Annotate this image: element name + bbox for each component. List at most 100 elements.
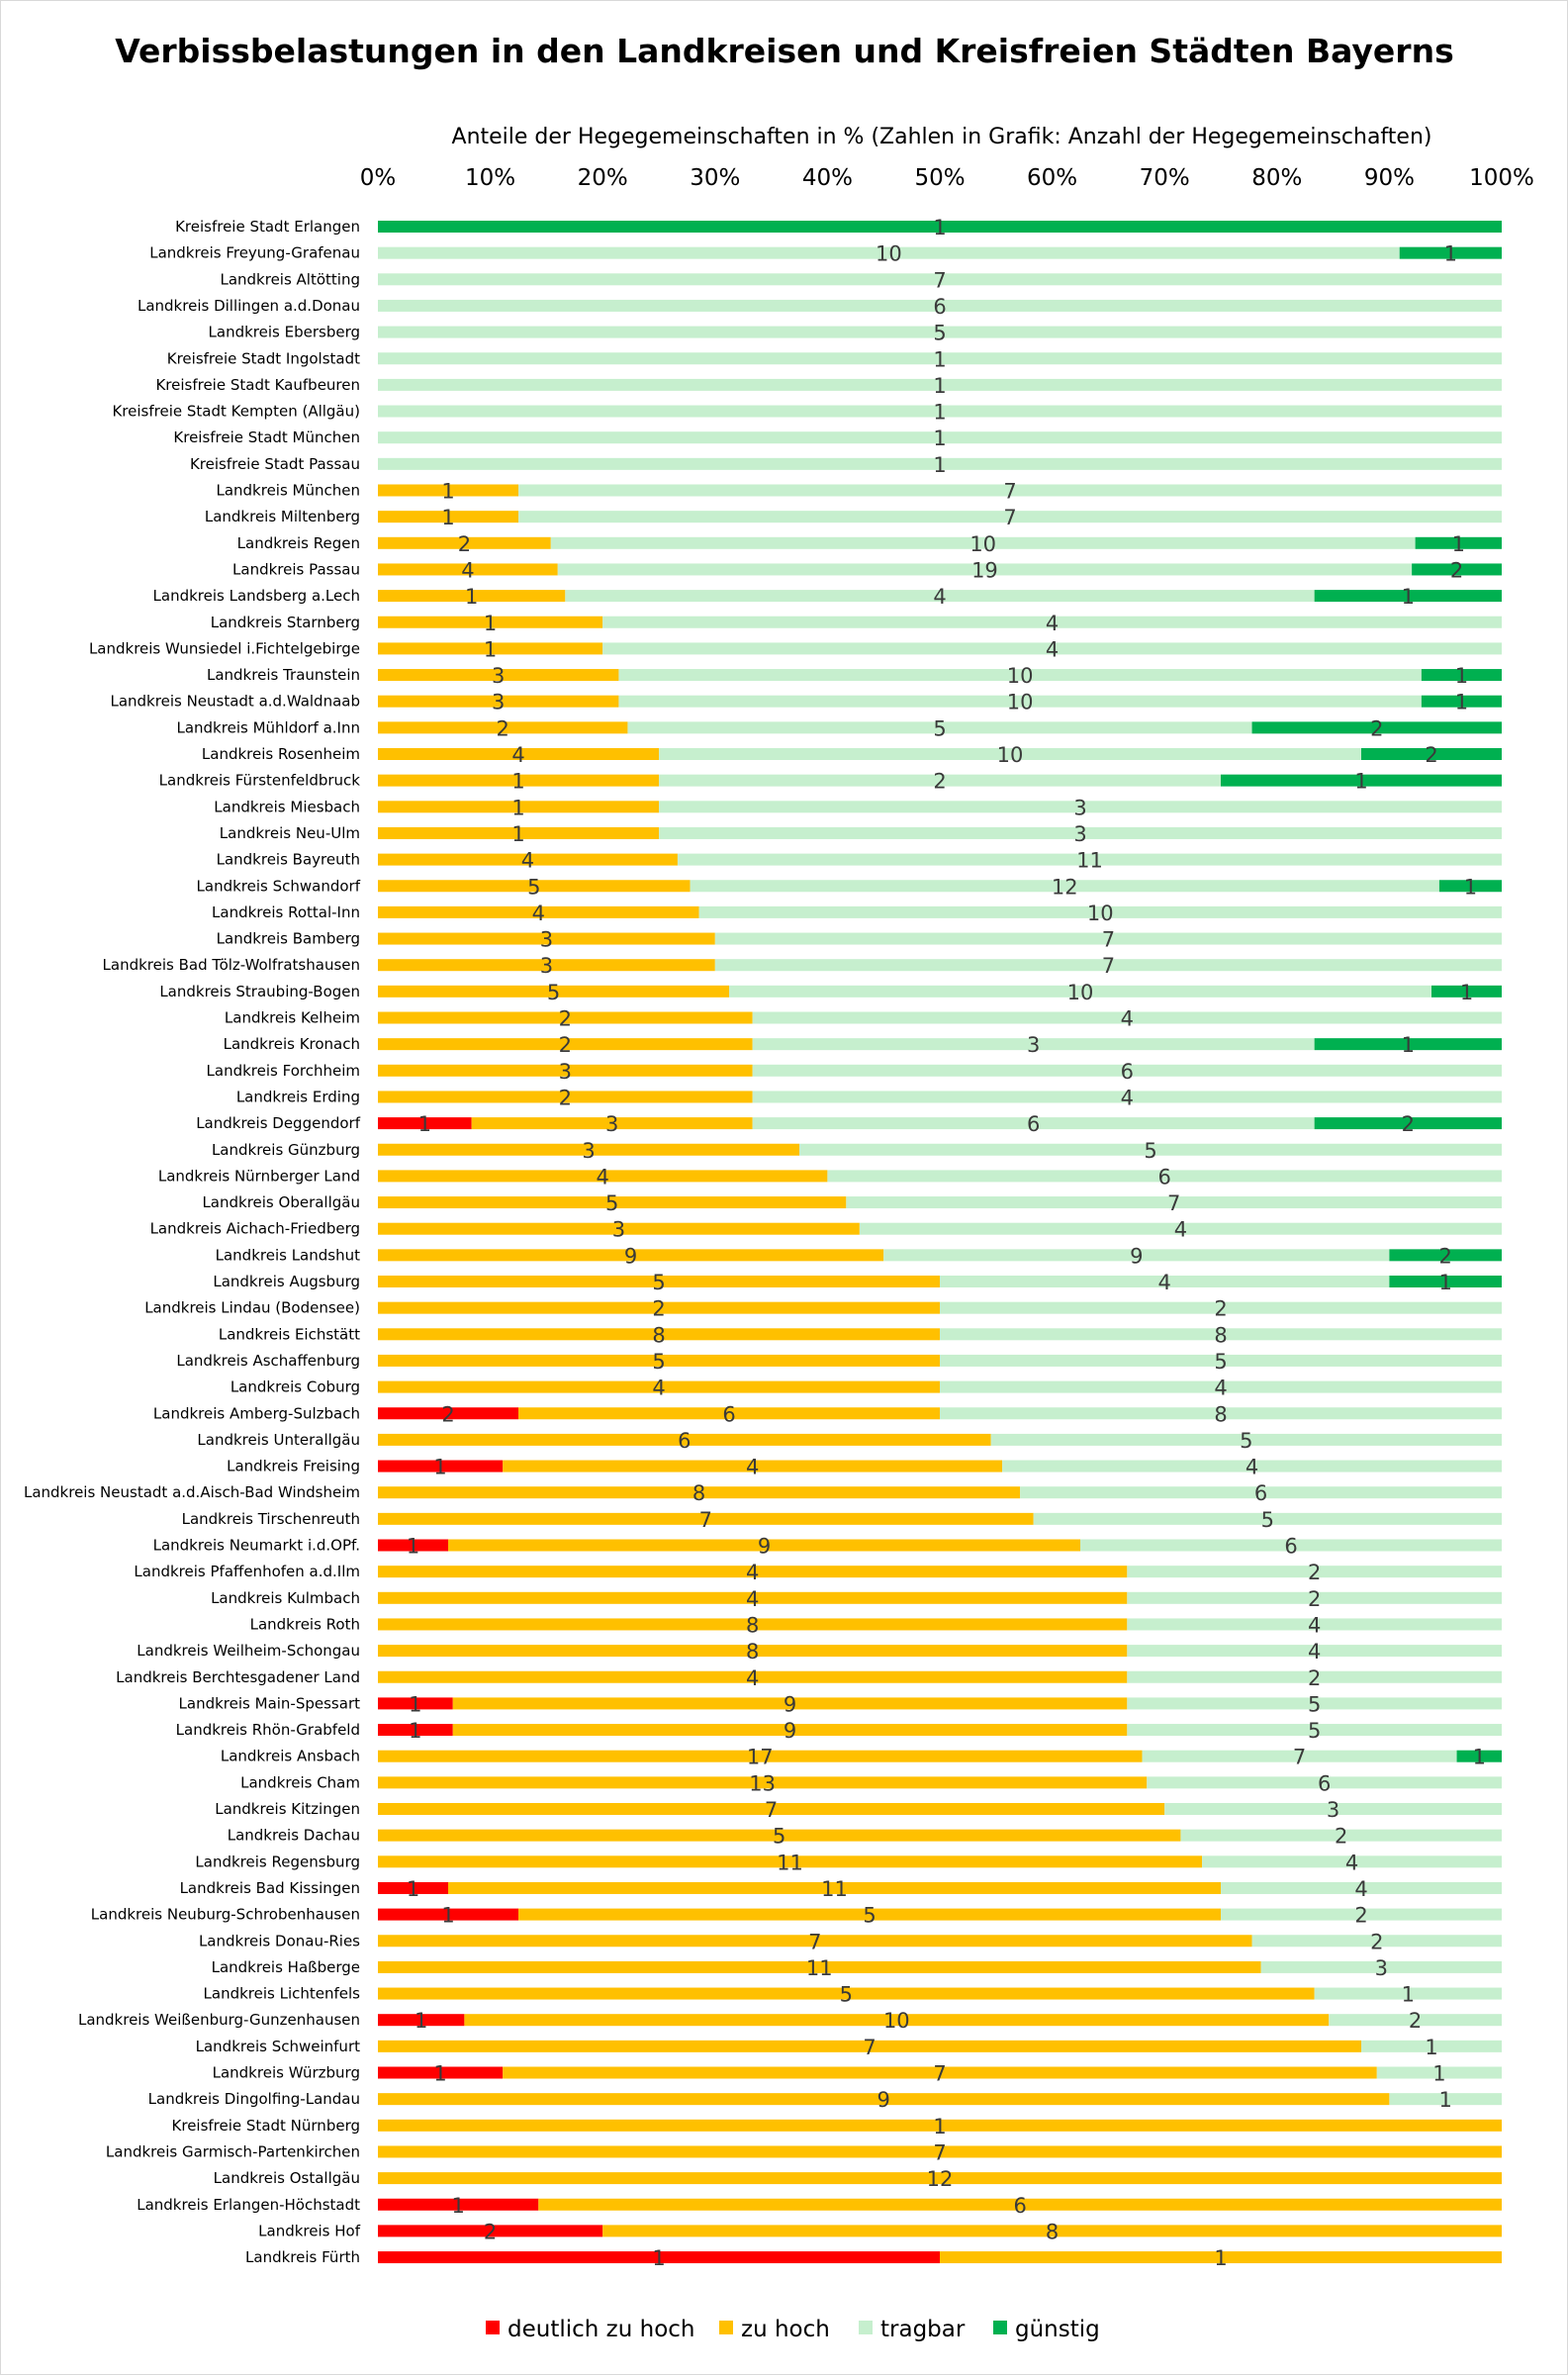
bar-segment-1 (378, 1697, 453, 1710)
bar-segment-2 (378, 1276, 940, 1287)
bar-segment-3 (659, 774, 1221, 787)
count-label: 1 (1354, 770, 1367, 794)
count-label: 5 (863, 1904, 876, 1928)
legend-label: günstig (1015, 2317, 1100, 2342)
x-tick-label: 10% (465, 165, 515, 191)
category-label: Landkreis Miesbach (214, 798, 360, 815)
category-label: Landkreis Coburg (231, 1378, 360, 1396)
bar-segment-2 (378, 2040, 1361, 2052)
bar-segment-2 (378, 1987, 1315, 2000)
bar-segment-3 (518, 484, 1502, 497)
bar-segment-2 (378, 1750, 1143, 1762)
bar-segment-4 (1251, 721, 1502, 734)
category-label: Landkreis Lindau (Bodensee) (144, 1299, 360, 1317)
count-label: 2 (1425, 743, 1437, 767)
bar-segment-3 (618, 669, 1422, 682)
category-label: Landkreis Neustadt a.d.Waldnaab (110, 693, 360, 711)
count-label: 1 (1402, 1983, 1415, 2007)
count-label: 4 (1214, 1377, 1227, 1400)
count-label: 1 (1464, 875, 1477, 899)
category-label: Landkreis Neu-Ulm (220, 824, 360, 842)
bar-segment-3 (565, 590, 1315, 603)
count-label: 5 (1240, 1429, 1252, 1453)
x-tick-label: 100% (1469, 165, 1534, 191)
bar-segment-3 (1127, 1645, 1502, 1658)
count-label: 1 (933, 427, 946, 450)
count-label: 1 (511, 822, 524, 846)
category-label: Landkreis Starnberg (211, 614, 360, 631)
bar-segment-4 (1421, 669, 1502, 682)
bar-segment-1 (378, 2198, 539, 2211)
bar-segment-2 (378, 721, 628, 734)
count-label: 11 (821, 1877, 848, 1901)
bar-segment-3 (729, 985, 1431, 998)
bar-segment-2 (518, 1407, 940, 1420)
bar-segment-1 (378, 2066, 504, 2079)
count-label: 5 (1261, 1508, 1274, 1532)
x-tick-label: 40% (802, 165, 853, 191)
bar-segment-2 (378, 1486, 1021, 1499)
bar-segment-3 (940, 1380, 1502, 1393)
bar-segment-2 (503, 2066, 1377, 2079)
count-label: 1 (1455, 664, 1468, 688)
bar-segment-3 (1147, 1776, 1502, 1789)
count-label: 2 (1214, 1297, 1227, 1321)
count-label: 2 (559, 1033, 572, 1057)
count-label: 4 (1345, 1851, 1358, 1874)
bar-segment-3 (1127, 1697, 1502, 1710)
count-label: 10 (969, 532, 996, 556)
bar-segment-1 (378, 1117, 472, 1130)
bar-segment-2 (448, 1539, 1080, 1552)
bar-segment-2 (378, 484, 518, 497)
category-label: Landkreis Bamberg (217, 930, 360, 948)
bar-segment-1 (378, 1407, 518, 1420)
count-label: 5 (1308, 1719, 1321, 1743)
x-axis-ticks: 0% 10% 20% 30% 40% 50% 60% 70% 80% 90% 100% (360, 165, 1534, 191)
bar-segment-2 (378, 616, 603, 628)
bar-segment-3 (1329, 2014, 1502, 2027)
bar-segment-4 (1221, 774, 1502, 787)
bar-segment-3 (940, 1301, 1502, 1314)
bar-segment-2 (378, 1803, 1165, 1815)
count-label: 5 (933, 322, 946, 345)
legend-swatch (719, 2321, 733, 2334)
count-label: 1 (415, 2009, 427, 2033)
bar-segment-2 (378, 1222, 860, 1235)
count-label: 1 (433, 2062, 446, 2086)
bar-segment-4 (1431, 985, 1502, 998)
count-label: 4 (1046, 637, 1059, 661)
category-label: Landkreis Schwandorf (197, 877, 361, 895)
bar-segment-3 (1002, 1460, 1502, 1473)
count-label: 7 (808, 1930, 821, 1953)
count-label: 12 (927, 2167, 954, 2191)
bar-segment-3 (659, 801, 1502, 813)
x-tick-label: 80% (1251, 165, 1302, 191)
count-label: 1 (484, 637, 497, 661)
count-label: 4 (933, 585, 946, 609)
x-tick-label: 50% (914, 165, 965, 191)
category-label: Kreisfreie Stadt Ingolstadt (167, 349, 360, 367)
bar-segment-3 (518, 511, 1502, 523)
bar-segment-3 (690, 880, 1439, 893)
count-label: 1 (465, 585, 478, 609)
count-label: 6 (678, 1429, 691, 1453)
bar-segment-2 (378, 1091, 753, 1103)
bar-segment-2 (378, 669, 619, 682)
count-label: 6 (1158, 1165, 1171, 1188)
count-label: 4 (521, 849, 534, 873)
count-label: 7 (863, 2036, 876, 2059)
category-label: Landkreis Aichach-Friedberg (150, 1220, 360, 1238)
bar-segment-3 (1221, 1881, 1502, 1894)
legend-label: deutlich zu hoch (507, 2317, 695, 2342)
bar-segment-3 (940, 1276, 1390, 1287)
bar-segment-3 (378, 273, 1502, 286)
category-label: Landkreis Ansbach (221, 1748, 360, 1765)
bar-segment-3 (378, 246, 1400, 259)
count-label: 1 (652, 2246, 665, 2270)
category-label: Landkreis Weilheim-Schongau (137, 1642, 360, 1660)
count-label: 1 (1452, 532, 1465, 556)
category-label: Landkreis München (216, 482, 360, 500)
bar-segment-3 (1127, 1566, 1502, 1578)
bar-segment-2 (538, 2198, 1502, 2211)
